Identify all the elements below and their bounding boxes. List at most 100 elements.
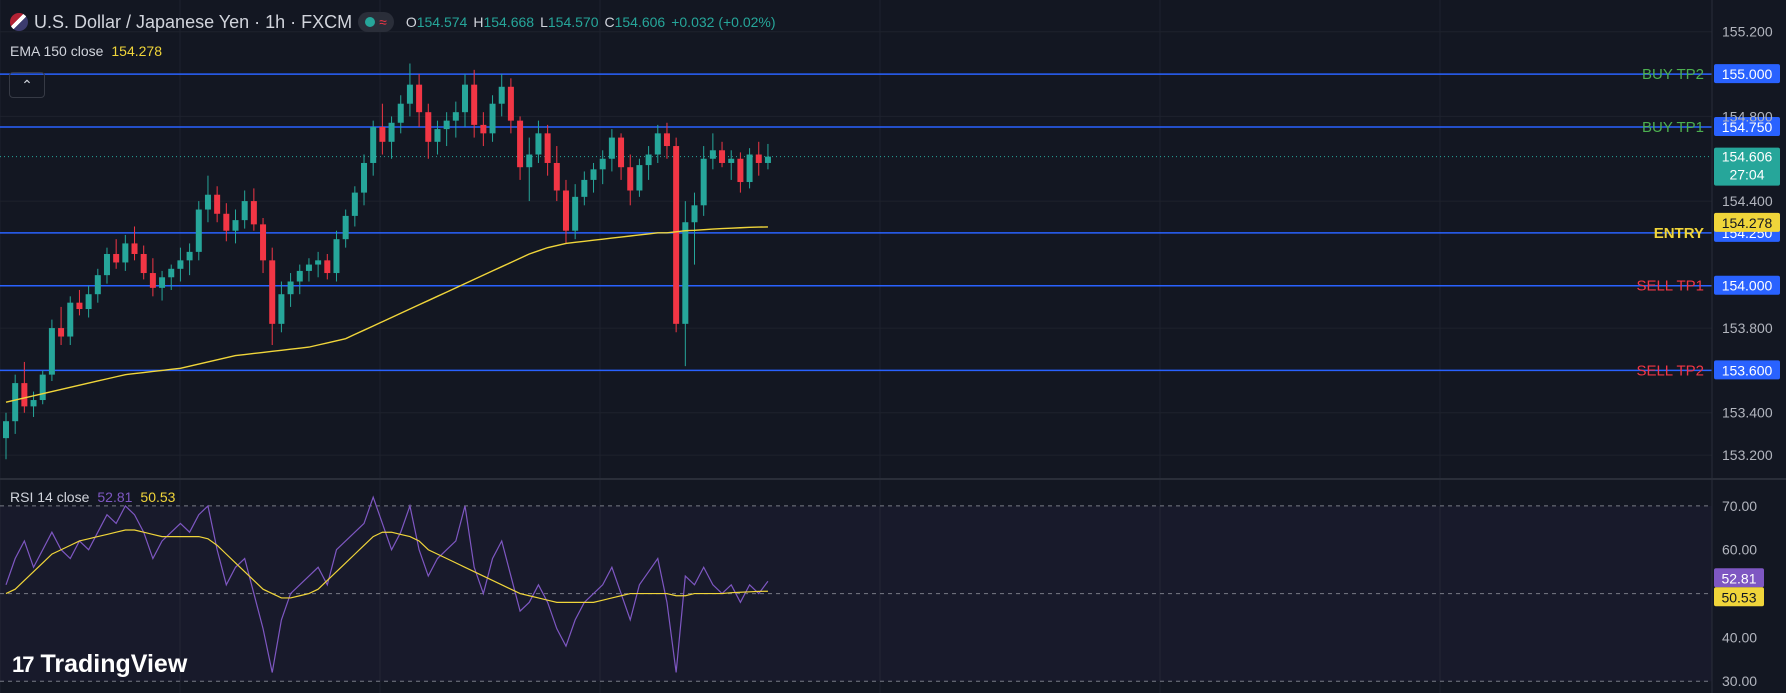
candle-body[interactable] — [471, 84, 478, 125]
collapse-legend-button[interactable]: ⌃ — [9, 72, 45, 98]
candle-body[interactable] — [618, 137, 625, 168]
candle-body[interactable] — [443, 120, 450, 130]
ema-legend[interactable]: EMA 150 close 154.278 — [10, 43, 162, 59]
high-value: 154.668 — [483, 14, 535, 30]
candle-body[interactable] — [562, 190, 569, 231]
candle-body[interactable] — [764, 156, 771, 163]
candle-body[interactable] — [480, 124, 487, 134]
candle-body[interactable] — [223, 213, 230, 231]
candle-body[interactable] — [654, 133, 661, 155]
candle-body[interactable] — [214, 194, 221, 214]
candle-body[interactable] — [287, 281, 294, 295]
candle-body[interactable] — [645, 154, 652, 166]
candle-body[interactable] — [3, 421, 9, 439]
candle-body[interactable] — [103, 253, 110, 276]
candle-body[interactable] — [250, 201, 257, 225]
candle-body[interactable] — [709, 150, 716, 159]
candle-body[interactable] — [682, 222, 689, 324]
candle-body[interactable] — [159, 277, 166, 288]
candle-body[interactable] — [517, 120, 524, 168]
candle-body[interactable] — [361, 162, 368, 193]
low-value: 154.570 — [547, 14, 599, 30]
candle-body[interactable] — [39, 374, 46, 401]
candle-body[interactable] — [296, 270, 303, 282]
candle-body[interactable] — [58, 328, 65, 337]
candle-body[interactable] — [397, 103, 404, 123]
candle-body[interactable] — [746, 154, 753, 183]
level-price-badge — [1714, 275, 1780, 295]
candle-body[interactable] — [131, 243, 138, 254]
candle-body[interactable] — [113, 253, 120, 263]
candle-body[interactable] — [636, 165, 643, 191]
candle-body[interactable] — [489, 103, 496, 134]
candle-body[interactable] — [388, 122, 395, 142]
candle-body[interactable] — [122, 243, 129, 263]
candle-body[interactable] — [379, 126, 386, 142]
candle-body[interactable] — [94, 275, 101, 295]
candle-body[interactable] — [76, 302, 83, 310]
candle-body[interactable] — [204, 194, 211, 210]
candle-body[interactable] — [691, 205, 698, 223]
candle-body[interactable] — [663, 133, 670, 147]
candle-body[interactable] — [342, 215, 349, 240]
candle-body[interactable] — [608, 137, 615, 159]
candle-body[interactable] — [599, 158, 606, 170]
candle-body[interactable] — [535, 133, 542, 155]
candle-body[interactable] — [425, 112, 432, 142]
candle-body[interactable] — [590, 169, 597, 180]
candle-body[interactable] — [728, 158, 735, 163]
candle-body[interactable] — [553, 162, 560, 191]
candle-body[interactable] — [434, 129, 441, 142]
level-price-badge — [1714, 116, 1780, 136]
candle-body[interactable] — [241, 201, 248, 221]
candle-body[interactable] — [755, 154, 762, 163]
candle-body[interactable] — [195, 209, 202, 252]
candle-body[interactable] — [85, 294, 92, 310]
candle-body[interactable] — [260, 224, 267, 261]
candle-body[interactable] — [140, 253, 147, 274]
candle-body[interactable] — [406, 84, 413, 104]
candle-body[interactable] — [30, 400, 37, 407]
candle-body[interactable] — [232, 220, 239, 231]
candle-body[interactable] — [149, 273, 156, 288]
candle-body[interactable] — [498, 86, 505, 104]
candle-body[interactable] — [67, 302, 74, 337]
candle-body[interactable] — [269, 260, 276, 324]
candle-body[interactable] — [315, 260, 322, 265]
candle-body[interactable] — [324, 260, 331, 274]
candle-body[interactable] — [48, 328, 55, 375]
candle-body[interactable] — [544, 133, 551, 163]
candle-body[interactable] — [21, 383, 28, 407]
candle-body[interactable] — [627, 167, 634, 191]
candle-body[interactable] — [168, 268, 175, 278]
candle-body[interactable] — [305, 264, 312, 271]
rsi-band-lines — [0, 505, 1712, 682]
candle-body[interactable] — [737, 158, 744, 183]
current-price-text: 154.606 — [1722, 149, 1773, 165]
candle-body[interactable] — [462, 84, 468, 113]
rsi-legend[interactable]: RSI 14 close 52.81 50.53 — [10, 489, 175, 505]
candle-body[interactable] — [572, 196, 579, 231]
candle-body[interactable] — [452, 112, 459, 121]
candle-body[interactable] — [507, 86, 514, 121]
candle-body[interactable] — [581, 179, 588, 197]
candle-body[interactable] — [177, 260, 184, 269]
candle-body[interactable] — [186, 251, 193, 261]
candle-body[interactable] — [333, 239, 340, 274]
level-label: ENTRY — [1654, 225, 1704, 242]
status-pill[interactable]: ≈ — [358, 12, 394, 32]
tradingview-logo[interactable]: 17 TradingView — [12, 650, 187, 679]
candle-body[interactable] — [526, 154, 533, 168]
candle-body[interactable] — [700, 158, 707, 206]
symbol-title[interactable]: U.S. Dollar / Japanese Yen · 1h · FXCM — [34, 11, 353, 32]
rsi-axis[interactable]: 70.00 60.00 40.00 30.00 — [1722, 498, 1757, 689]
candle-body[interactable] — [370, 126, 377, 163]
candle-body[interactable] — [278, 294, 285, 324]
candle-body[interactable] — [351, 192, 358, 216]
price-axis[interactable]: 155.200 154.800 154.400 153.800 153.400 153.2… — [1722, 24, 1773, 463]
candle-body[interactable] — [673, 146, 680, 324]
candle-body[interactable] — [719, 150, 726, 163]
candle-body[interactable] — [12, 383, 19, 422]
candle-body[interactable] — [416, 84, 423, 113]
